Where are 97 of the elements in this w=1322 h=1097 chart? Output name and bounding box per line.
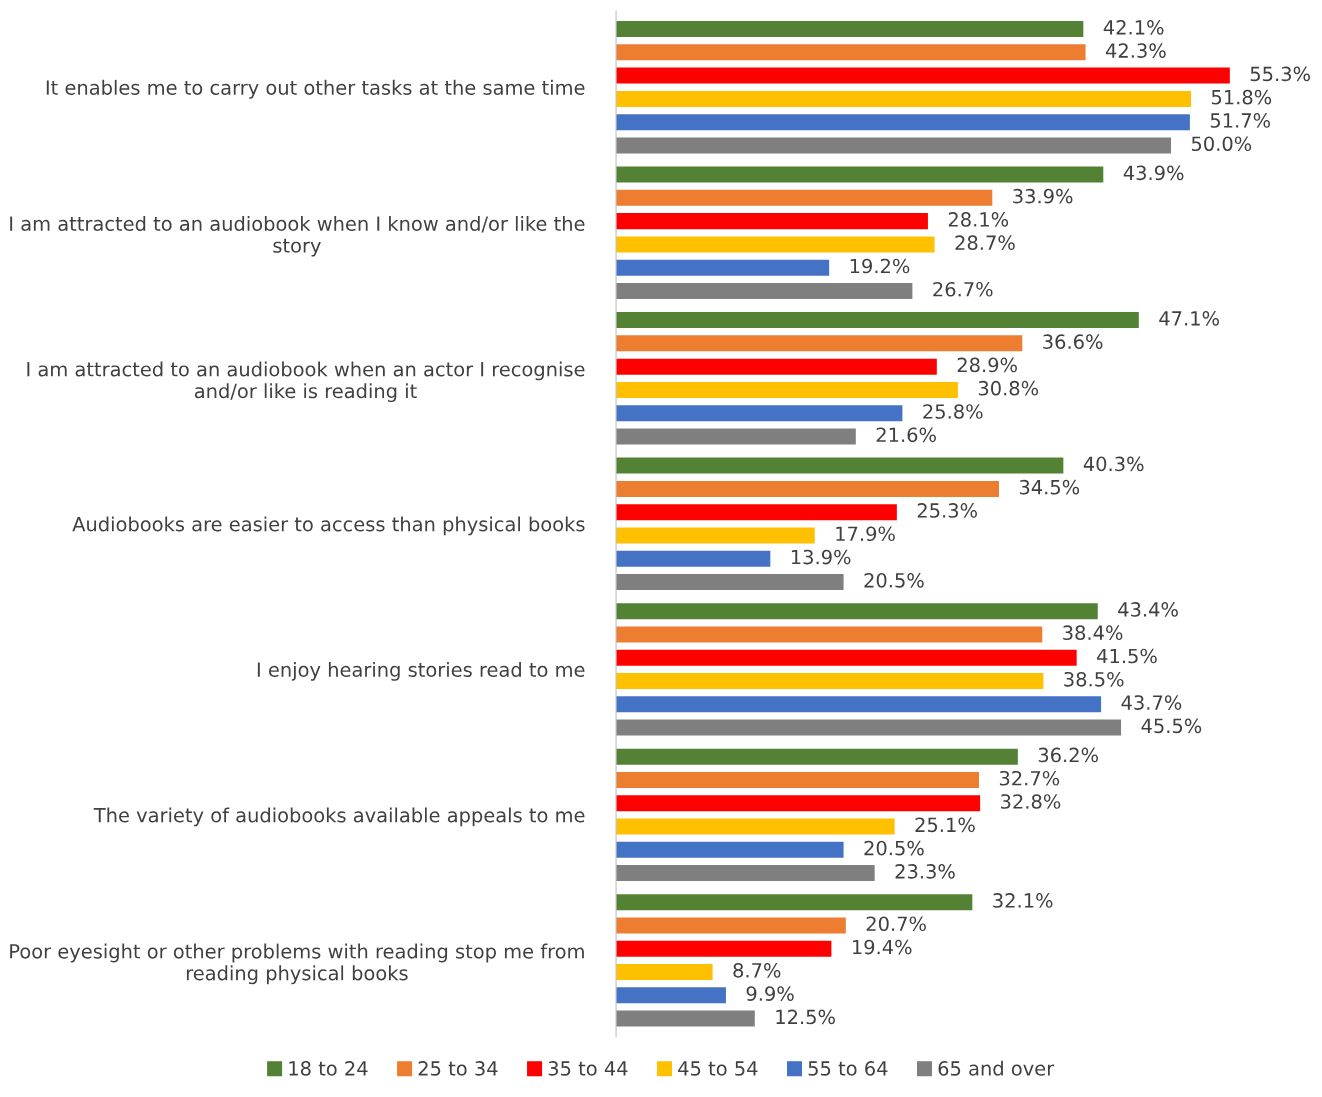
bar — [616, 381, 958, 398]
y-tick-label: I enjoy hearing stories read to me — [257, 661, 585, 681]
data-label: 20.5% — [864, 840, 924, 856]
y-tick-label: Audiobooks are easier to access than physical books — [72, 516, 585, 536]
bar — [616, 672, 1044, 689]
data-label: 32.1% — [993, 893, 1053, 908]
bar — [616, 259, 830, 276]
bar — [616, 90, 1191, 107]
data-label: 43.9% — [1123, 165, 1184, 181]
bar — [616, 335, 1023, 352]
data-label: 43.4% — [1118, 602, 1178, 617]
bar — [616, 282, 913, 299]
bar — [616, 550, 771, 567]
bar — [616, 865, 875, 882]
bar — [616, 166, 1104, 183]
bar — [616, 504, 897, 521]
bar — [616, 771, 979, 788]
bar — [616, 795, 981, 812]
data-label: 25.8% — [923, 404, 983, 419]
data-label: 19.2% — [850, 258, 910, 274]
bar — [616, 405, 903, 422]
bar — [616, 114, 1190, 131]
data-label: 25.1% — [915, 817, 975, 833]
y-tick-label: Poor eyesight or other problems with reading stop me from reading physical books — [10, 943, 584, 985]
data-label: 12.5% — [776, 1009, 835, 1025]
data-label: 28.1% — [948, 212, 1009, 227]
legend-label: 65 and over — [938, 1060, 1055, 1076]
data-label: 40.3% — [1083, 456, 1144, 472]
data-label: 23.3% — [895, 864, 955, 879]
bar — [616, 527, 815, 544]
bar — [616, 841, 844, 858]
data-label: 36.2% — [1038, 747, 1098, 763]
data-label: 32.7% — [999, 770, 1060, 786]
data-label: 51.7% — [1210, 113, 1271, 128]
data-label: 43.7% — [1121, 695, 1182, 710]
bar — [616, 818, 895, 835]
y-tick-label: I am attracted to an audiobook when an actor I recognise and/or like is reading it — [27, 361, 585, 403]
legend-label: 45 to 54 — [678, 1061, 758, 1076]
data-label: 32.8% — [1001, 794, 1061, 809]
bar — [616, 44, 1086, 61]
data-label: 17.9% — [836, 526, 895, 542]
data-label: 34.5% — [1019, 479, 1080, 495]
data-label: 36.6% — [1043, 334, 1103, 350]
bar — [616, 603, 1098, 620]
bar — [616, 894, 973, 911]
bar — [616, 626, 1043, 643]
data-label: 41.5% — [1097, 648, 1157, 664]
data-label: 21.6% — [876, 427, 936, 443]
bar — [616, 457, 1064, 474]
data-label: 28.9% — [957, 357, 1017, 373]
y-tick-label: It enables me to carry out other tasks at the same time — [46, 79, 585, 99]
data-label: 20.7% — [866, 916, 926, 932]
data-label: 55.3% — [1250, 66, 1310, 82]
bar — [616, 428, 856, 445]
data-label: 47.1% — [1159, 311, 1219, 326]
bar — [616, 21, 1084, 38]
bar — [616, 574, 844, 591]
bar — [616, 1010, 755, 1027]
bar — [616, 987, 726, 1004]
bar — [616, 312, 1139, 329]
data-label: 19.4% — [852, 939, 912, 955]
data-label: 8.7% — [733, 962, 781, 978]
legend-label: 18 to 24 — [289, 1061, 368, 1076]
y-tick-label: I am attracted to an audiobook when I know and/or like the story — [10, 215, 585, 257]
data-label: 38.5% — [1064, 671, 1124, 687]
bar — [616, 940, 832, 957]
data-label: 26.7% — [933, 281, 993, 297]
data-label: 45.5% — [1141, 718, 1202, 734]
data-label: 13.9% — [791, 549, 851, 565]
data-label: 30.8% — [978, 380, 1039, 396]
legend-label: 55 to 64 — [808, 1061, 888, 1076]
legend-label: 25 to 34 — [418, 1061, 498, 1076]
data-label: 25.3% — [917, 503, 977, 518]
bar — [616, 696, 1102, 713]
data-label: 50.0% — [1191, 136, 1252, 152]
bar — [616, 67, 1230, 84]
bar — [616, 189, 993, 206]
bar — [616, 649, 1077, 666]
bar — [616, 748, 1018, 765]
bar — [616, 213, 928, 230]
data-label: 9.9% — [746, 986, 794, 1001]
y-tick-label: The variety of audiobooks available appeals to me — [93, 807, 585, 827]
data-label: 28.7% — [955, 235, 1015, 251]
legend-label: 35 to 44 — [548, 1061, 628, 1076]
data-label: 51.8% — [1211, 89, 1272, 105]
bar — [616, 358, 937, 375]
bar — [616, 236, 935, 253]
data-label: 33.9% — [1013, 188, 1073, 204]
bar — [616, 964, 713, 981]
data-label: 42.1% — [1103, 19, 1164, 35]
data-label: 38.4% — [1063, 625, 1123, 641]
bar — [616, 719, 1122, 736]
bar — [616, 917, 846, 934]
data-label: 42.3% — [1105, 43, 1166, 58]
bar — [616, 137, 1172, 154]
bar — [616, 480, 999, 497]
data-label: 20.5% — [864, 572, 924, 588]
